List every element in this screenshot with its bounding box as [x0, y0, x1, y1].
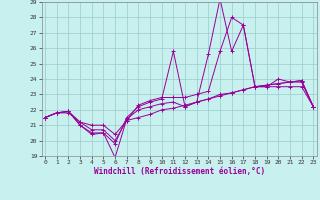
- X-axis label: Windchill (Refroidissement éolien,°C): Windchill (Refroidissement éolien,°C): [94, 167, 265, 176]
